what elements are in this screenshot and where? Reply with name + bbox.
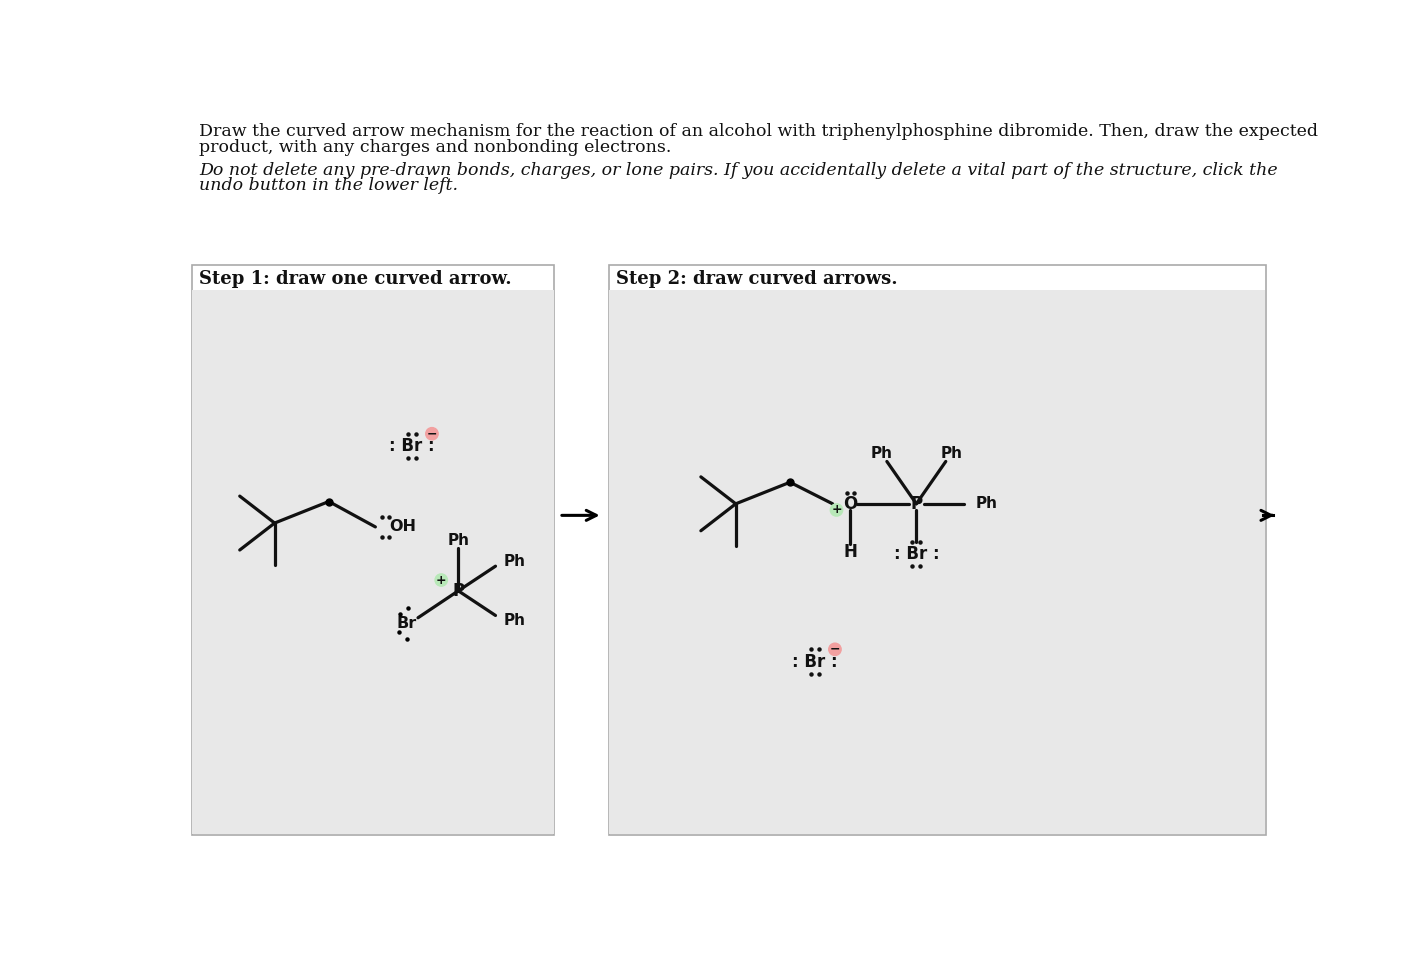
FancyBboxPatch shape bbox=[610, 289, 1266, 834]
Circle shape bbox=[829, 643, 842, 655]
Text: +: + bbox=[437, 574, 447, 586]
Circle shape bbox=[830, 504, 843, 516]
Text: +: + bbox=[832, 504, 842, 516]
Text: H: H bbox=[843, 542, 857, 560]
Text: : Br :: : Br : bbox=[893, 545, 939, 563]
Text: Ph: Ph bbox=[975, 496, 997, 512]
Text: product, with any charges and nonbonding electrons.: product, with any charges and nonbonding… bbox=[199, 139, 671, 156]
Text: −: − bbox=[427, 427, 437, 441]
Circle shape bbox=[435, 574, 448, 586]
Text: Ph: Ph bbox=[448, 534, 469, 548]
Text: P: P bbox=[910, 495, 923, 513]
Text: Ph: Ph bbox=[503, 554, 525, 569]
Text: Br: Br bbox=[397, 616, 417, 631]
Text: Ph: Ph bbox=[870, 446, 893, 461]
FancyBboxPatch shape bbox=[192, 289, 553, 834]
FancyBboxPatch shape bbox=[609, 265, 1266, 835]
Text: Step 1: draw one curved arrow.: Step 1: draw one curved arrow. bbox=[199, 270, 512, 288]
FancyBboxPatch shape bbox=[192, 265, 555, 835]
Circle shape bbox=[425, 427, 438, 440]
Text: Ph: Ph bbox=[503, 612, 525, 627]
Text: Do not delete any pre-drawn bonds, charges, or lone pairs. If you accidentally d: Do not delete any pre-drawn bonds, charg… bbox=[199, 162, 1278, 179]
Text: O: O bbox=[843, 495, 857, 513]
Text: −: − bbox=[829, 643, 840, 656]
Text: : Br :: : Br : bbox=[792, 652, 838, 671]
Text: : Br :: : Br : bbox=[390, 437, 435, 455]
Text: P: P bbox=[452, 582, 465, 600]
Text: Step 2: draw curved arrows.: Step 2: draw curved arrows. bbox=[616, 270, 899, 288]
Text: Ph: Ph bbox=[941, 446, 963, 461]
Text: OH: OH bbox=[390, 519, 417, 535]
Text: Draw the curved arrow mechanism for the reaction of an alcohol with triphenylpho: Draw the curved arrow mechanism for the … bbox=[199, 124, 1318, 141]
Text: undo button in the lower left.: undo button in the lower left. bbox=[199, 177, 458, 194]
